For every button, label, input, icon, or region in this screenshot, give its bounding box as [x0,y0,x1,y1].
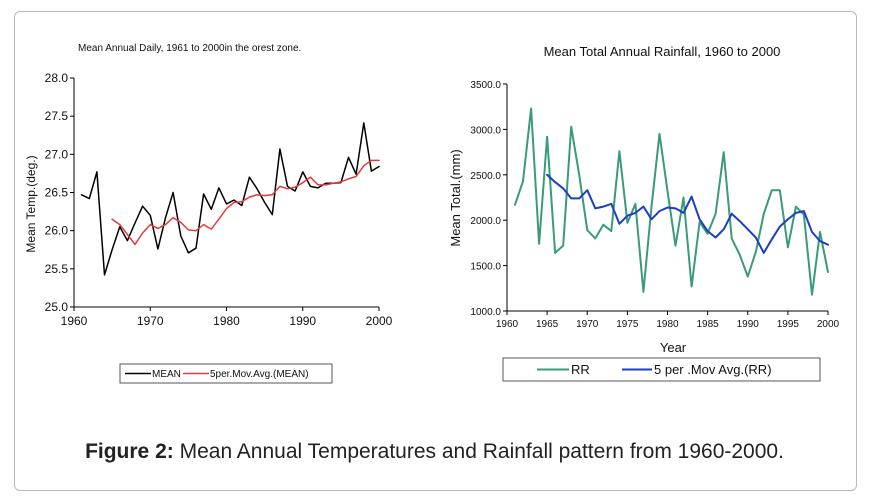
figure-caption-label: Figure 2: [85,440,174,463]
c2-ytick-label: 1500.0 [470,262,501,273]
chart1-legend-mean: MEAN [152,369,181,380]
c2-ytick-label: 1000.0 [470,307,501,318]
c2-series-main-line [514,107,829,296]
chart1-ylabel: Mean Temp.(deg.) [24,155,38,252]
chart2-title: Mean Total Annual Rainfall, 1960 to 2000 [544,44,781,59]
chart2-ylabel: Mean Total.(mm) [448,149,463,246]
c1-ytick-label: 25.0 [45,300,69,314]
c1-xtick-label: 1980 [213,314,240,328]
c2-xtick-label: 1990 [737,319,760,330]
chart2-legend-rr: RR [571,362,590,377]
c1-ytick-label: 27.0 [45,147,69,161]
c2-xtick-label: 1970 [576,319,599,330]
c2-xtick-label: 1995 [777,319,800,330]
chart1-legend [119,363,333,384]
c1-series-moving-average-line [111,159,380,246]
c1-ytick-label: 26.0 [45,224,69,238]
chart2-legend-avg: 5 per .Mov Avg.(RR) [654,362,772,377]
c1-ytick-label: 25.5 [45,262,69,276]
c2-xtick-label: 1985 [697,319,720,330]
figure-caption: Figure 2: Mean Annual Temperatures and R… [0,440,869,464]
c2-ytick-label: 3500.0 [470,80,501,91]
c1-xtick-label: 1970 [137,314,164,328]
c2-series-moving-average-line [546,173,829,254]
c2-xtick-label: 1965 [536,319,559,330]
c2-xtick-label: 2000 [817,319,840,330]
c2-xtick-label: 1960 [496,319,519,330]
c1-ytick-label: 27.5 [45,109,69,123]
figure-frame [14,11,857,491]
chart2-xlabel: Year [660,340,687,355]
temperature-chart: Mean Annual Daily, 1961 to 2000in the or… [24,43,393,384]
c2-ytick-label: 3000.0 [470,125,501,136]
c1-series-main-line [80,122,380,276]
chart1-title: Mean Annual Daily, 1961 to 2000in the or… [78,43,301,54]
c2-ytick-label: 2000.0 [470,216,501,227]
c1-ytick-label: 26.5 [45,186,69,200]
c1-ytick-label: 28.0 [45,71,69,85]
c2-xtick-label: 1980 [656,319,679,330]
c2-xtick-label: 1975 [616,319,639,330]
chart2-legend [502,357,821,382]
c2-ytick-label: 2500.0 [470,171,501,182]
c1-xtick-label: 1960 [61,314,88,328]
chart1-legend-avg: 5per.Mov.Avg.(MEAN) [210,369,309,380]
figure-caption-text: Mean Annual Temperatures and Rainfall pa… [179,440,784,463]
rainfall-chart: Mean Total Annual Rainfall, 1960 to 2000… [448,44,840,382]
c1-xtick-label: 2000 [366,314,393,328]
c1-xtick-label: 1990 [289,314,316,328]
